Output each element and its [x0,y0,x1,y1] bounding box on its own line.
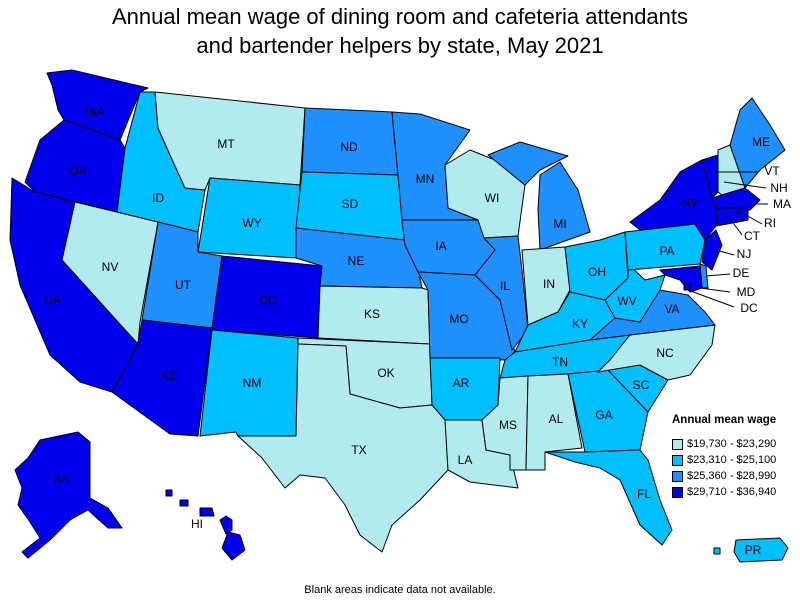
state-HI[interactable] [165,489,246,561]
state-label-FL: FL [637,487,651,501]
state-label-CT: CT [744,229,761,243]
state-AZ[interactable] [111,319,213,437]
state-label-PA: PA [659,244,674,258]
state-label-AK: AK [54,472,70,486]
state-DC[interactable] [683,283,691,291]
state-label-GA: GA [595,408,612,422]
legend-item-2: $23,310 - $25,100 [672,452,797,468]
state-PR[interactable] [733,537,789,563]
legend-item-1: $19,730 - $23,290 [672,436,797,452]
state-RI[interactable] [737,207,749,223]
state-NC[interactable] [597,324,716,381]
state-label-CA: CA [44,293,61,307]
state-label-TX: TX [351,443,366,457]
state-CT[interactable] [715,207,739,227]
state-label-MI: MI [553,217,566,231]
state-label-SD: SD [342,197,359,211]
state-label-SC: SC [633,378,650,392]
state-IL[interactable] [474,235,529,351]
state-label-ID: ID [152,191,164,205]
state-label-UT: UT [175,278,192,292]
state-label-VA: VA [664,302,679,316]
state-label-WI: WI [485,191,500,205]
legend-label-1: $19,730 - $23,290 [687,438,777,450]
state-label-NC: NC [656,346,674,360]
state-label-ME: ME [752,135,770,149]
state-label-MN: MN [416,172,435,186]
state-label-NE: NE [348,254,365,268]
legend-label-2: $23,310 - $25,100 [687,454,777,466]
state-labels: WA OR CA NV ID MT WY UT AZ CO NM ND SD N… [44,105,791,557]
state-label-MT: MT [217,137,235,151]
state-label-WA: WA [86,105,105,119]
state-label-KY: KY [572,317,588,331]
legend-swatch-2 [672,454,683,466]
state-label-ND: ND [340,140,358,154]
state-label-NY: NY [682,196,699,210]
state-label-IL: IL [500,279,510,293]
label-leader-lines [687,171,768,308]
state-label-VT: VT [764,164,780,178]
state-label-DE: DE [733,266,750,280]
state-label-CO: CO [259,293,277,307]
state-NJ[interactable] [701,229,723,271]
state-label-LA: LA [458,453,473,467]
state-label-WY: WY [242,216,261,230]
state-label-DC: DC [740,301,758,315]
legend-title: Annual mean wage [672,414,777,426]
legend-label-3: $25,360 - $28,990 [687,470,777,482]
legend-swatch-1 [672,438,683,450]
state-label-KS: KS [364,307,380,321]
state-label-IA: IA [435,239,446,253]
footnote: Blank areas indicate data not available. [304,584,496,596]
state-label-OH: OH [588,265,606,279]
map-legend: Annual mean wage $19,730 - $23,290 $23,3… [672,414,797,500]
state-label-NH: NH [770,181,787,195]
state-MI[interactable] [487,141,591,251]
state-IN[interactable] [521,246,571,326]
legend-item-3: $25,360 - $28,990 [672,468,797,484]
state-label-AR: AR [453,376,470,390]
state-label-NM: NM [243,376,262,390]
state-label-HI: HI [191,517,203,531]
map-title-line-2: and bartender helpers by state, May 2021 [196,33,604,58]
legend-swatch-3 [672,470,683,482]
state-label-OK: OK [377,366,394,380]
legend-swatch-4 [672,486,683,498]
state-label-AL: AL [549,412,564,426]
map-title-line-1: Annual mean wage of dining room and cafe… [111,4,689,29]
state-label-MA: MA [773,197,791,211]
state-label-PR: PR [745,543,762,557]
state-PR-islet [713,547,721,555]
state-label-AZ: AZ [160,369,175,383]
state-label-TN: TN [552,355,568,369]
state-label-NJ: NJ [737,247,752,261]
state-label-WV: WV [617,294,636,308]
state-FL[interactable] [544,449,673,546]
state-label-NV: NV [102,260,119,274]
state-MD[interactable] [659,265,703,293]
legend-item-4: $29,710 - $36,940 [672,484,797,500]
state-label-RI: RI [764,216,776,230]
state-label-OR: OR [69,164,87,178]
legend-label-4: $29,710 - $36,940 [687,486,777,498]
map-title: Annual mean wage of dining room and cafe… [0,2,800,60]
state-label-MO: MO [449,312,468,326]
state-AK[interactable] [14,431,123,559]
state-label-MS: MS [499,418,517,432]
state-TX[interactable] [237,343,449,553]
state-label-IN: IN [543,277,555,291]
state-label-MD: MD [737,285,756,299]
